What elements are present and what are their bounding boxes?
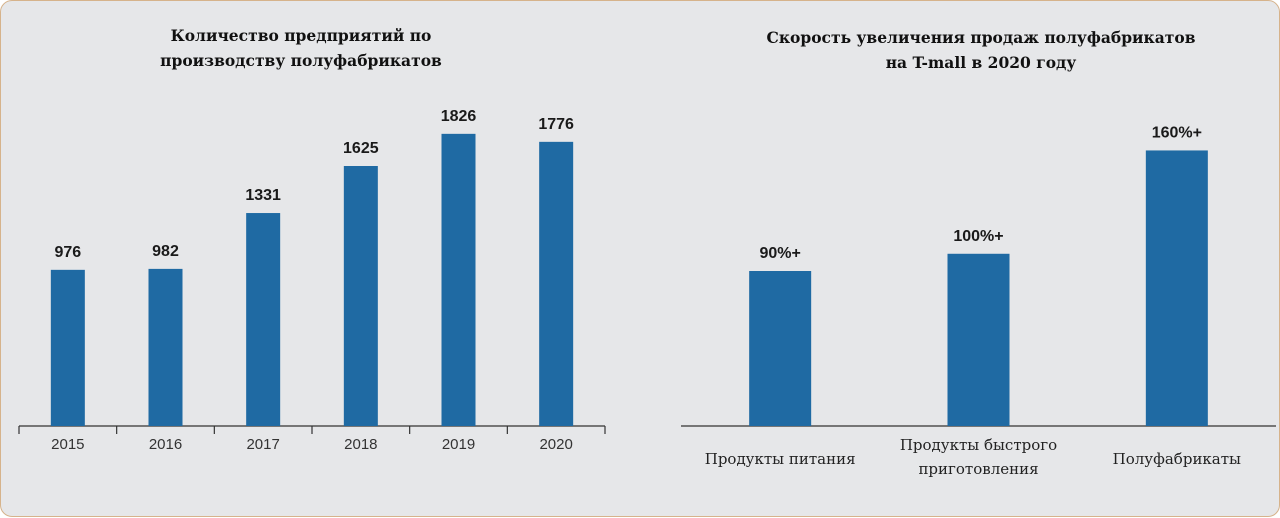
x-tick-label-enterprises: 2016 — [149, 436, 182, 453]
x-tick-label-tmall: Продукты питания — [705, 450, 856, 468]
x-tick-label-enterprises: 2020 — [539, 436, 572, 453]
bar-enterprises — [148, 268, 183, 426]
data-label-tmall: 100%+ — [953, 228, 1003, 245]
bar-tmall — [1145, 150, 1208, 426]
x-tick-label-tmall: Полуфабрикаты — [1113, 450, 1241, 468]
data-label-tmall: 160%+ — [1152, 124, 1202, 141]
data-label-enterprises: 976 — [54, 244, 81, 261]
data-label-enterprises: 982 — [152, 243, 179, 260]
data-label-enterprises: 1625 — [343, 140, 379, 157]
bar-enterprises — [539, 141, 574, 426]
chart-title-enterprises: Количество предприятий по производству п… — [160, 26, 442, 70]
x-tick-label-tmall: Продукты быстрого приготовления — [900, 436, 1057, 478]
data-label-enterprises: 1826 — [441, 108, 477, 125]
data-label-tmall: 90%+ — [759, 245, 800, 262]
x-tick-label-enterprises: 2019 — [442, 436, 475, 453]
data-label-enterprises: 1331 — [245, 187, 281, 204]
bar-enterprises — [343, 166, 378, 426]
x-tick-label-enterprises: 2018 — [344, 436, 377, 453]
chart-title-tmall-growth: Скорость увеличения продаж полуфабрикато… — [766, 28, 1196, 72]
data-label-enterprises: 1776 — [538, 116, 574, 133]
bar-tmall — [947, 253, 1010, 426]
bar-tmall — [749, 271, 812, 426]
bar-enterprises — [50, 269, 85, 426]
bar-enterprises — [441, 133, 476, 426]
x-tick-label-enterprises: 2015 — [51, 436, 84, 453]
bar-enterprises — [246, 213, 281, 426]
x-tick-label-enterprises: 2017 — [246, 436, 279, 453]
